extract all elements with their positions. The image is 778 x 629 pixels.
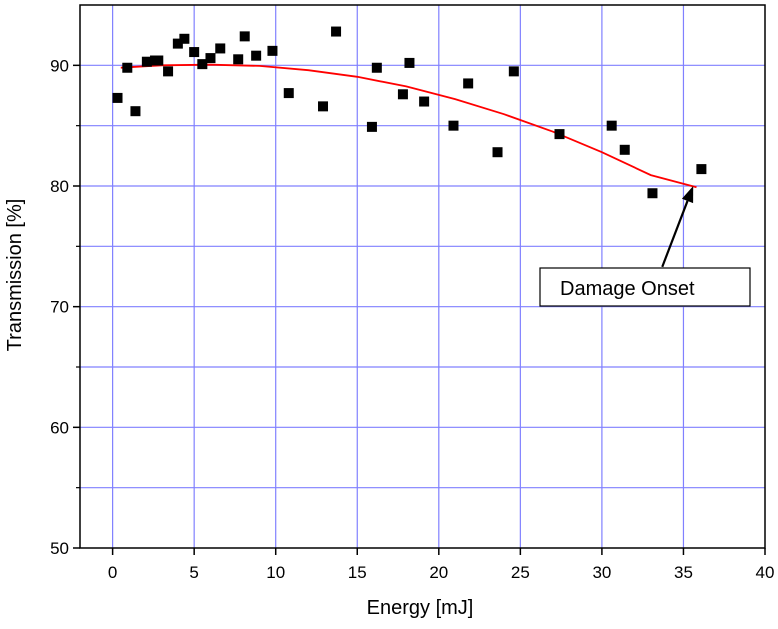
data-point (172, 38, 183, 49)
data-point (267, 45, 278, 56)
data-point (492, 147, 503, 158)
data-point (239, 31, 250, 42)
annotation-arrow (661, 200, 689, 268)
data-points (112, 26, 707, 199)
y-tick-label: 90 (50, 56, 69, 75)
x-tick-label: 30 (592, 563, 611, 582)
x-tick-label: 5 (189, 563, 198, 582)
data-point (251, 50, 262, 61)
data-point (404, 57, 415, 68)
annotation-arrowhead (681, 186, 694, 204)
annotation-text: Damage Onset (560, 278, 695, 300)
data-point (606, 120, 617, 131)
data-point (189, 47, 200, 58)
data-point (112, 92, 123, 103)
x-tick-label: 20 (429, 563, 448, 582)
annotation: Damage Onset (539, 186, 751, 307)
data-point (233, 54, 244, 65)
x-axis-label: Energy [mJ] (367, 597, 474, 619)
x-tick-label: 15 (348, 563, 367, 582)
data-point (163, 66, 174, 77)
data-point (215, 43, 226, 54)
grid-lines (80, 5, 765, 548)
data-point (448, 120, 459, 131)
y-tick-label: 70 (50, 298, 69, 317)
data-point (619, 144, 630, 155)
data-point (508, 66, 519, 77)
data-point (397, 89, 408, 100)
y-tick-label: 60 (50, 418, 69, 437)
data-point (371, 62, 382, 73)
plot-frame (79, 4, 766, 549)
data-point (463, 78, 474, 89)
x-tick-label: 40 (756, 563, 775, 582)
y-tick-label: 50 (50, 539, 69, 558)
fit-curve-group (120, 63, 697, 189)
x-tick-label: 35 (674, 563, 693, 582)
x-tick-label: 10 (266, 563, 285, 582)
y-tick-label: 80 (50, 177, 69, 196)
data-point (366, 121, 377, 132)
data-point (205, 53, 216, 64)
data-point (130, 106, 141, 117)
data-point (141, 56, 152, 67)
data-point (197, 59, 208, 70)
axis-ticks: 0 5 10 15 20 25 30 35 40 50 60 70 80 90 (50, 56, 774, 582)
data-point (647, 188, 658, 199)
data-point (122, 62, 133, 73)
data-point (331, 26, 342, 37)
data-point (554, 129, 565, 140)
x-tick-label: 0 (108, 563, 117, 582)
data-point (179, 33, 190, 44)
y-axis-label: Transmission [%] (4, 199, 26, 352)
data-point (696, 164, 707, 175)
x-tick-label: 25 (511, 563, 530, 582)
annotation-box (539, 267, 751, 307)
fit-curve (120, 63, 697, 189)
data-point (419, 96, 430, 107)
data-point (153, 55, 164, 66)
data-point (318, 101, 329, 112)
data-point (283, 88, 294, 99)
